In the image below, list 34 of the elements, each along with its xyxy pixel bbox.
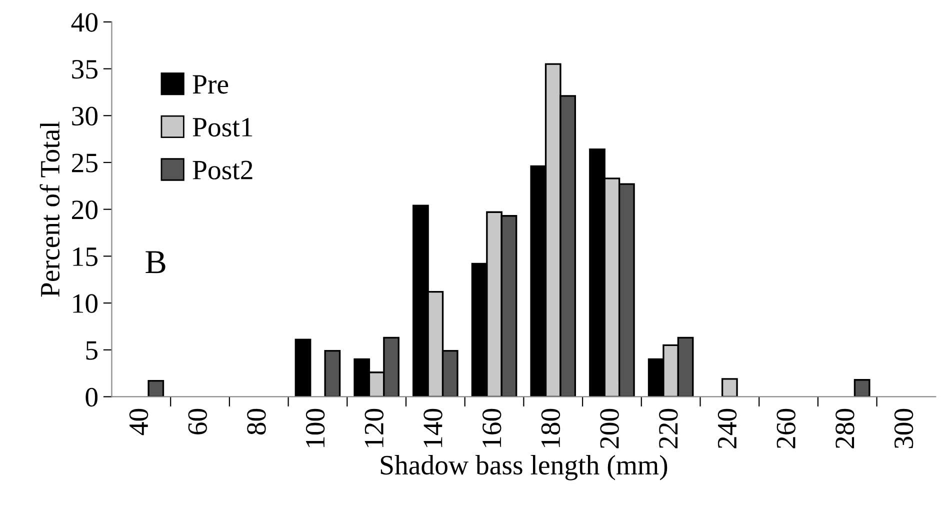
x-axis-title: Shadow bass length (mm) bbox=[380, 455, 668, 480]
x-tick-label: 300 bbox=[894, 408, 914, 448]
bar bbox=[324, 350, 341, 397]
bar bbox=[721, 378, 738, 397]
x-tick-label: 80 bbox=[247, 408, 266, 435]
x-tick-label: 180 bbox=[541, 408, 560, 448]
x-tick-label: 220 bbox=[659, 408, 678, 448]
x-tick-label: 60 bbox=[188, 408, 207, 434]
x-tick-label: 260 bbox=[776, 408, 796, 448]
y-tick-label: 15 bbox=[73, 247, 98, 266]
y-tick-label: 20 bbox=[72, 200, 98, 220]
bar bbox=[148, 380, 164, 397]
y-tick-label: 5 bbox=[86, 341, 98, 360]
x-tick-label: 280 bbox=[836, 408, 854, 448]
bar bbox=[854, 379, 870, 397]
y-axis-title: Percent of Total bbox=[40, 122, 60, 297]
bar bbox=[294, 338, 312, 397]
y-tick-label: 25 bbox=[72, 154, 98, 172]
y-tick-label: 0 bbox=[86, 388, 98, 407]
y-tick-label: 35 bbox=[72, 60, 98, 79]
y-tick-label: 40 bbox=[71, 13, 98, 32]
x-tick-label: 200 bbox=[600, 408, 619, 448]
legend-label: Pre bbox=[192, 75, 228, 94]
x-tick-label: 120 bbox=[364, 408, 384, 448]
x-tick-label: 40 bbox=[129, 408, 148, 436]
y-tick-label: 30 bbox=[72, 106, 98, 126]
legend-label: Post1 bbox=[192, 118, 252, 137]
x-tick-label: 240 bbox=[718, 408, 737, 448]
x-tick-label: 160 bbox=[482, 408, 502, 448]
y-tick-label: 10 bbox=[73, 294, 98, 313]
annotation: B bbox=[146, 251, 166, 274]
x-tick-label: 140 bbox=[424, 408, 442, 448]
x-tick-label: 100 bbox=[306, 408, 325, 448]
legend-label: Post2 bbox=[192, 160, 252, 180]
